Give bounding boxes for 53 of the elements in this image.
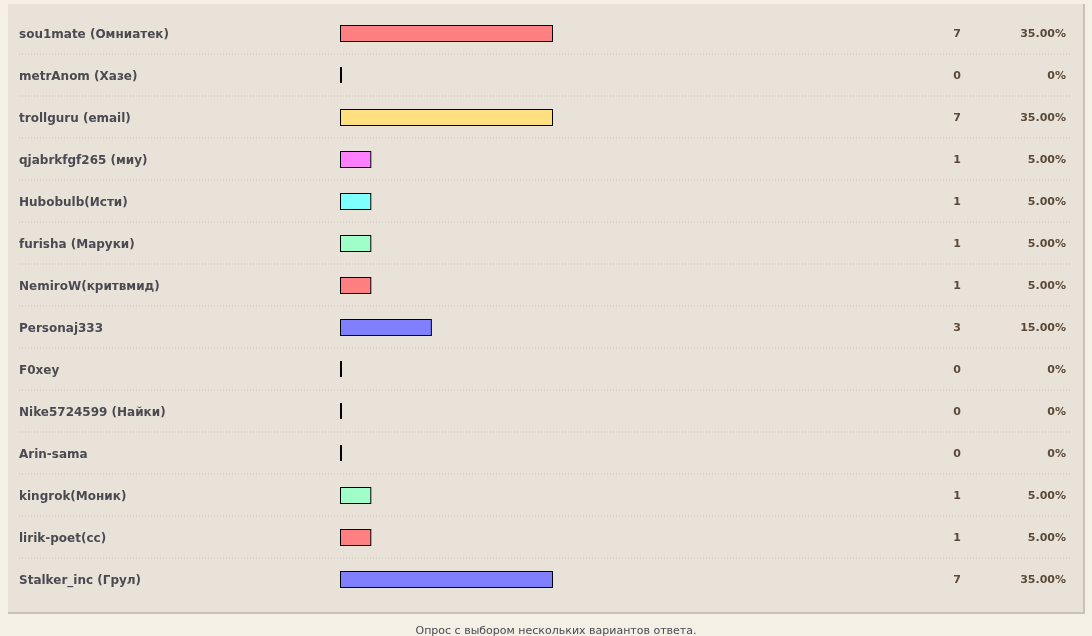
bar <box>340 571 553 588</box>
text: 1 <box>953 237 961 250</box>
bar <box>340 193 372 210</box>
bar <box>340 25 553 42</box>
y-tick-label: trollguru (email) <box>19 110 131 125</box>
data-label: 35.00% <box>1020 27 1066 40</box>
text: Опрос с выбором нескольких вариантов ответа. <box>415 624 697 636</box>
text: 7 <box>953 573 961 586</box>
text: 0 <box>953 447 962 460</box>
text: 0 <box>953 69 962 82</box>
text: 1 <box>953 279 961 292</box>
bar <box>340 277 372 294</box>
data-label: 0% <box>1047 447 1066 460</box>
y-tick-label: furisha (Маруки) <box>19 236 135 251</box>
y-tick-label: Hubobulb(Исти) <box>19 194 128 209</box>
data-label: 0% <box>1047 69 1066 82</box>
y-tick-label: metrAnom (Хазе) <box>19 68 138 83</box>
y-tick-label: lirik-poet(cc) <box>19 530 107 545</box>
data-label: 35.00% <box>1020 573 1066 586</box>
data-label: 0% <box>1047 405 1066 418</box>
data-label: 5.00% <box>1027 531 1066 544</box>
y-tick-label: Nike5724599 (Найки) <box>19 404 166 419</box>
data-label: 5.00% <box>1027 237 1066 250</box>
text: 1 <box>953 531 961 544</box>
bar <box>340 235 372 252</box>
bar <box>340 529 372 546</box>
y-tick-label: Stalker_inc (Грул) <box>19 572 142 588</box>
data-label: 5.00% <box>1027 489 1066 502</box>
y-tick-label: Personaj333 <box>19 320 104 335</box>
data-label: 15.00% <box>1020 321 1066 334</box>
text: 1 <box>953 489 961 502</box>
text: 7 <box>953 27 961 40</box>
y-tick-label: sou1mate (Омниатек) <box>19 26 169 41</box>
y-tick-label: F0xey <box>19 362 60 377</box>
y-tick-label: Arin-sama <box>19 446 88 461</box>
text: 0 <box>953 405 962 418</box>
bar <box>340 109 553 126</box>
text: 1 <box>953 195 961 208</box>
data-label: 35.00% <box>1020 111 1066 124</box>
text: 1 <box>953 153 961 166</box>
data-label: 5.00% <box>1027 195 1066 208</box>
y-tick-label: kingrok(Моник) <box>19 488 127 503</box>
text: 0 <box>953 363 962 376</box>
data-label: 0% <box>1047 363 1066 376</box>
text: 3 <box>953 321 961 334</box>
text: 7 <box>953 111 961 124</box>
data-label: 5.00% <box>1027 153 1066 166</box>
bar <box>340 319 432 336</box>
y-tick-label: NemiroW(критвмид) <box>19 278 160 293</box>
y-tick-label: qjabrkfgf265 (миу) <box>19 152 148 167</box>
bar <box>340 487 372 504</box>
data-label: 5.00% <box>1027 279 1066 292</box>
bar <box>340 151 372 168</box>
